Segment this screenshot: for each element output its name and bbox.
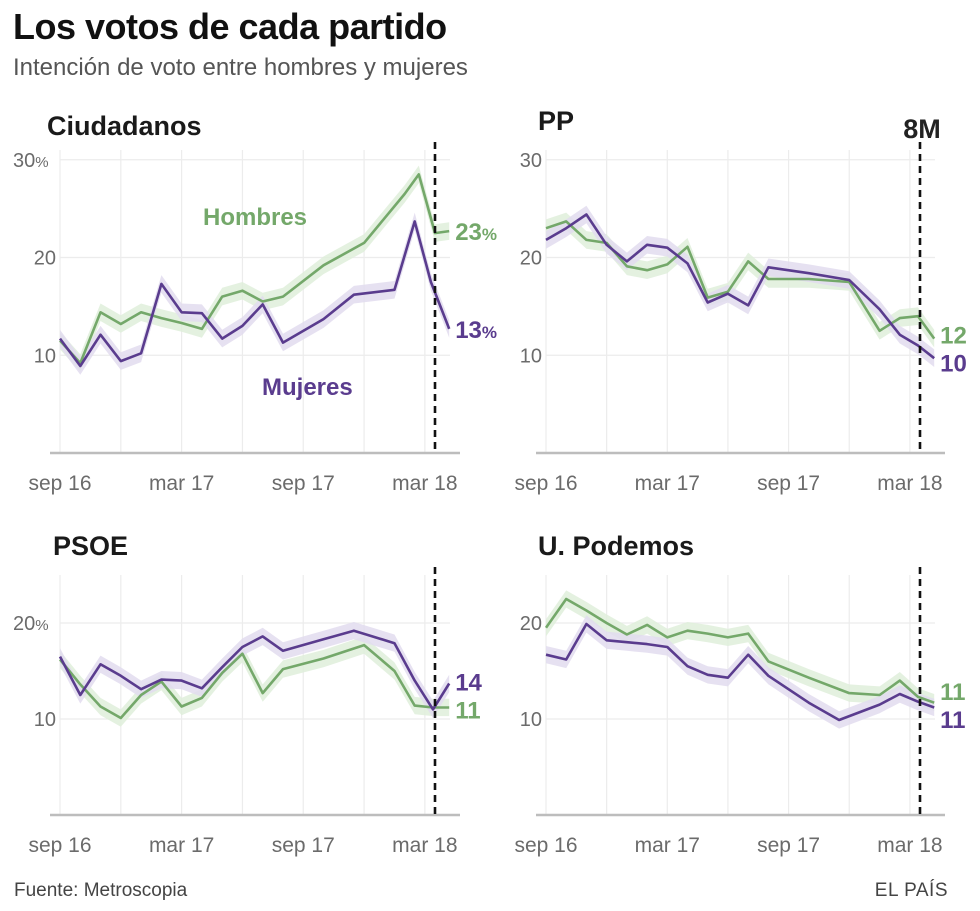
series-label-hombres: Hombres	[203, 204, 307, 231]
x-tick-label: mar 18	[392, 472, 457, 495]
y-tick-label: 10	[34, 345, 56, 367]
band-hombres	[546, 212, 935, 348]
y-tick-label: 20%	[13, 613, 49, 635]
y-tick-label: 10	[520, 345, 542, 367]
x-tick-label: mar 17	[149, 834, 214, 857]
series-line-hombres	[59, 173, 450, 365]
end-label-hombres: 12	[940, 322, 967, 349]
end-label-hombres: 11	[940, 679, 965, 706]
series-line-mujeres	[545, 213, 936, 360]
brand-logo-text: EL PAÍS	[874, 880, 948, 901]
y-tick-label: 20	[520, 248, 542, 270]
series-line-mujeres	[58, 629, 451, 711]
panel-title: U. Podemos	[538, 531, 694, 561]
x-tick-label: sep 17	[272, 834, 335, 857]
x-tick-label: mar 17	[635, 472, 700, 495]
panel-title: Ciudadanos	[47, 111, 202, 141]
panel-ciudadanos: 10 20 30% sep 16 mar 17 sep 17 mar 18 23% 13% Ciu…	[13, 111, 497, 495]
x-tick-label: sep 17	[757, 472, 820, 495]
x-tick-label: mar 17	[149, 472, 214, 495]
series-line-mujeres	[545, 622, 935, 722]
panel-title: PP	[538, 106, 574, 136]
band-hombres	[546, 590, 935, 712]
end-label-hombres: 11	[455, 697, 480, 724]
band-hombres	[60, 636, 450, 727]
x-tick-label: sep 17	[272, 472, 335, 495]
end-label-mujeres: 13%	[455, 317, 497, 344]
x-tick-label: mar 18	[877, 834, 942, 857]
x-tick-label: mar 18	[877, 472, 942, 495]
end-label-mujeres: 14	[455, 669, 482, 696]
small-multiples-chart: 10 20 30% sep 16 mar 17 sep 17 mar 18 23% 13% Ciu…	[13, 106, 967, 857]
x-tick-label: mar 18	[392, 834, 457, 857]
series-line-hombres	[544, 597, 935, 704]
end-label-hombres: 23%	[455, 219, 497, 246]
marker-8m-label: 8M	[903, 114, 941, 144]
series-line-hombres	[58, 643, 450, 720]
end-label-mujeres: 10	[940, 350, 967, 377]
y-tick-label: 30%	[13, 150, 49, 172]
x-tick-label: sep 16	[28, 472, 91, 495]
series-label-mujeres: Mujeres	[262, 374, 353, 401]
panel-title: PSOE	[53, 531, 128, 561]
y-tick-label: 20	[34, 248, 56, 270]
band-hombres	[60, 165, 450, 372]
x-tick-label: sep 17	[757, 834, 820, 857]
y-tick-label: 20	[520, 613, 542, 635]
band-mujeres	[546, 205, 935, 367]
y-tick-label: 10	[520, 709, 542, 731]
series-line-mujeres	[58, 220, 451, 368]
x-tick-label: sep 16	[514, 472, 577, 495]
end-label-mujeres: 11	[940, 707, 965, 734]
x-tick-label: sep 16	[514, 834, 577, 857]
page-subtitle: Intención de voto entre hombres y mujere…	[13, 54, 468, 81]
series-line-hombres	[545, 220, 936, 340]
y-tick-label: 30	[520, 150, 542, 172]
page-title: Los votos de cada partido	[13, 6, 447, 47]
x-tick-label: mar 17	[635, 834, 700, 857]
x-tick-label: sep 16	[28, 834, 91, 857]
source-note: Fuente: Metroscopia	[14, 880, 188, 901]
y-tick-label: 10	[34, 709, 56, 731]
